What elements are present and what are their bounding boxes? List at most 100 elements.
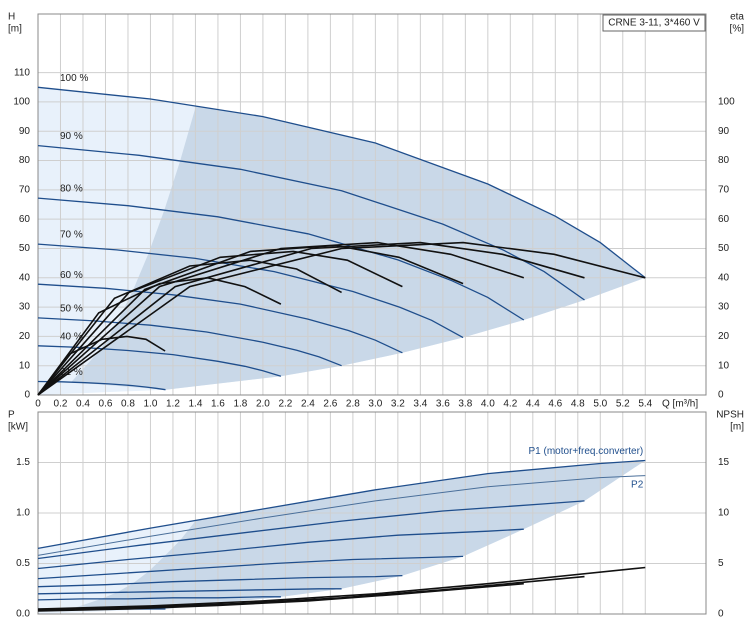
y-tick-label: 50 — [19, 243, 31, 254]
y2-axis-label: eta — [730, 12, 744, 23]
secondary-curve — [37, 582, 524, 612]
y2-axis-label: [%] — [730, 24, 745, 35]
y-tick-label: 0.5 — [16, 558, 30, 569]
x-axis-label: Q [m³/h] — [662, 399, 698, 410]
curve-label: 50 % — [60, 304, 83, 315]
secondary-curve — [37, 566, 646, 610]
y-axis-label: P — [8, 410, 15, 421]
y2-tick-label: 0 — [718, 609, 724, 620]
y2-tick-label: 50 — [718, 243, 730, 254]
x-tick-label: 1.6 — [211, 399, 225, 410]
y2-tick-label: 5 — [718, 558, 724, 569]
x-tick-label: 0.8 — [121, 399, 135, 410]
x-tick-label: 0.6 — [99, 399, 113, 410]
x-tick-label: 3.2 — [391, 399, 405, 410]
x-tick-label: 3.8 — [458, 399, 472, 410]
x-tick-label: 4.2 — [503, 399, 517, 410]
secondary-curve — [37, 241, 585, 396]
y-axis-label: [kW] — [8, 422, 28, 433]
x-tick-label: 4.8 — [571, 399, 585, 410]
curve — [37, 500, 585, 560]
secondary-curve — [37, 276, 282, 396]
secondary-curve — [37, 259, 342, 396]
x-tick-label: 2.8 — [346, 399, 360, 410]
secondary-curve — [37, 250, 403, 396]
x-tick-label: 2.6 — [323, 399, 337, 410]
curve-label: P1 (motor+freq.converter) — [529, 446, 644, 457]
y-tick-label: 1.5 — [16, 457, 30, 468]
y2-axis-label: [m] — [730, 422, 744, 433]
secondary-curve — [37, 241, 646, 396]
y2-tick-label: 90 — [718, 126, 730, 137]
secondary-curve — [37, 575, 585, 611]
x-tick-label: 1.4 — [188, 399, 202, 410]
y-tick-label: 40 — [19, 272, 31, 283]
x-tick-label: 4.0 — [481, 399, 495, 410]
x-tick-label: 3.4 — [413, 399, 427, 410]
curve-label: P2 — [631, 479, 644, 490]
x-tick-label: 1.0 — [144, 399, 158, 410]
y2-axis-label: NPSH — [716, 410, 744, 421]
x-tick-label: 2.0 — [256, 399, 270, 410]
x-tick-label: 1.8 — [233, 399, 247, 410]
y2-tick-label: 70 — [718, 184, 730, 195]
y2-tick-label: 0 — [718, 390, 724, 401]
chart-title: CRNE 3-11, 3*460 V — [608, 18, 700, 29]
curve — [37, 86, 646, 279]
y-tick-label: 100 — [13, 97, 30, 108]
y2-tick-label: 20 — [718, 331, 730, 342]
x-tick-label: 3.0 — [368, 399, 382, 410]
y-tick-label: 1.0 — [16, 508, 30, 519]
y2-tick-label: 10 — [718, 360, 730, 371]
y-tick-label: 80 — [19, 155, 31, 166]
x-tick-label: 5.2 — [616, 399, 630, 410]
plot-border — [37, 13, 707, 396]
y-axis-label: H — [8, 12, 15, 23]
x-tick-label: 1.2 — [166, 399, 180, 410]
y-tick-label: 90 — [19, 126, 31, 137]
curve — [37, 596, 281, 601]
curve — [37, 283, 403, 354]
curve-label: 70 % — [60, 230, 83, 241]
y2-tick-label: 60 — [718, 214, 730, 225]
x-tick-label: 4.4 — [526, 399, 540, 410]
panel: 0 10 20 30 40 50 60 70 80 90 100 110 0 10 20 30 40 50 60 70… — [8, 12, 744, 410]
curve-label: 100 % — [60, 73, 88, 84]
plot-border — [37, 411, 707, 615]
y-tick-label: 110 — [14, 67, 30, 78]
y-tick-label: 0 — [24, 390, 30, 401]
y-tick-label: 60 — [19, 214, 31, 225]
y-tick-label: 0.0 — [16, 609, 30, 620]
curve — [37, 528, 524, 570]
title-box — [602, 14, 706, 32]
x-tick-label: 5.4 — [638, 399, 652, 410]
curve — [37, 588, 342, 595]
y2-tick-label: 100 — [718, 97, 735, 108]
x-tick-label: 2.2 — [278, 399, 292, 410]
y-tick-label: 20 — [19, 331, 31, 342]
curve-label: 21 % — [60, 367, 83, 378]
x-tick-label: 2.4 — [301, 399, 315, 410]
x-tick-label: 0.4 — [76, 399, 90, 410]
secondary-curve — [37, 244, 464, 396]
curve — [37, 475, 646, 556]
y-axis-label: [m] — [8, 24, 22, 35]
curve — [37, 144, 585, 301]
y-tick-label: 70 — [19, 184, 31, 195]
envelope-dark — [71, 460, 646, 609]
y2-tick-label: 30 — [718, 302, 730, 313]
x-tick-label: 0.2 — [54, 399, 68, 410]
curve — [37, 459, 646, 550]
curve — [37, 380, 166, 391]
panel: 0.0 0.5 1.0 1.5 0 5 10 15 P1 (motor+freq.convert… — [8, 410, 744, 620]
curve — [37, 243, 464, 339]
y2-tick-label: 40 — [718, 272, 730, 283]
x-tick-label: 3.6 — [436, 399, 450, 410]
y2-tick-label: 80 — [718, 155, 730, 166]
y2-tick-label: 10 — [718, 508, 730, 519]
curve-label: 40 % — [60, 331, 83, 342]
x-tick-label: 5.0 — [593, 399, 607, 410]
curve-label: 60 % — [60, 270, 83, 281]
curve-label: 80 % — [60, 184, 83, 195]
